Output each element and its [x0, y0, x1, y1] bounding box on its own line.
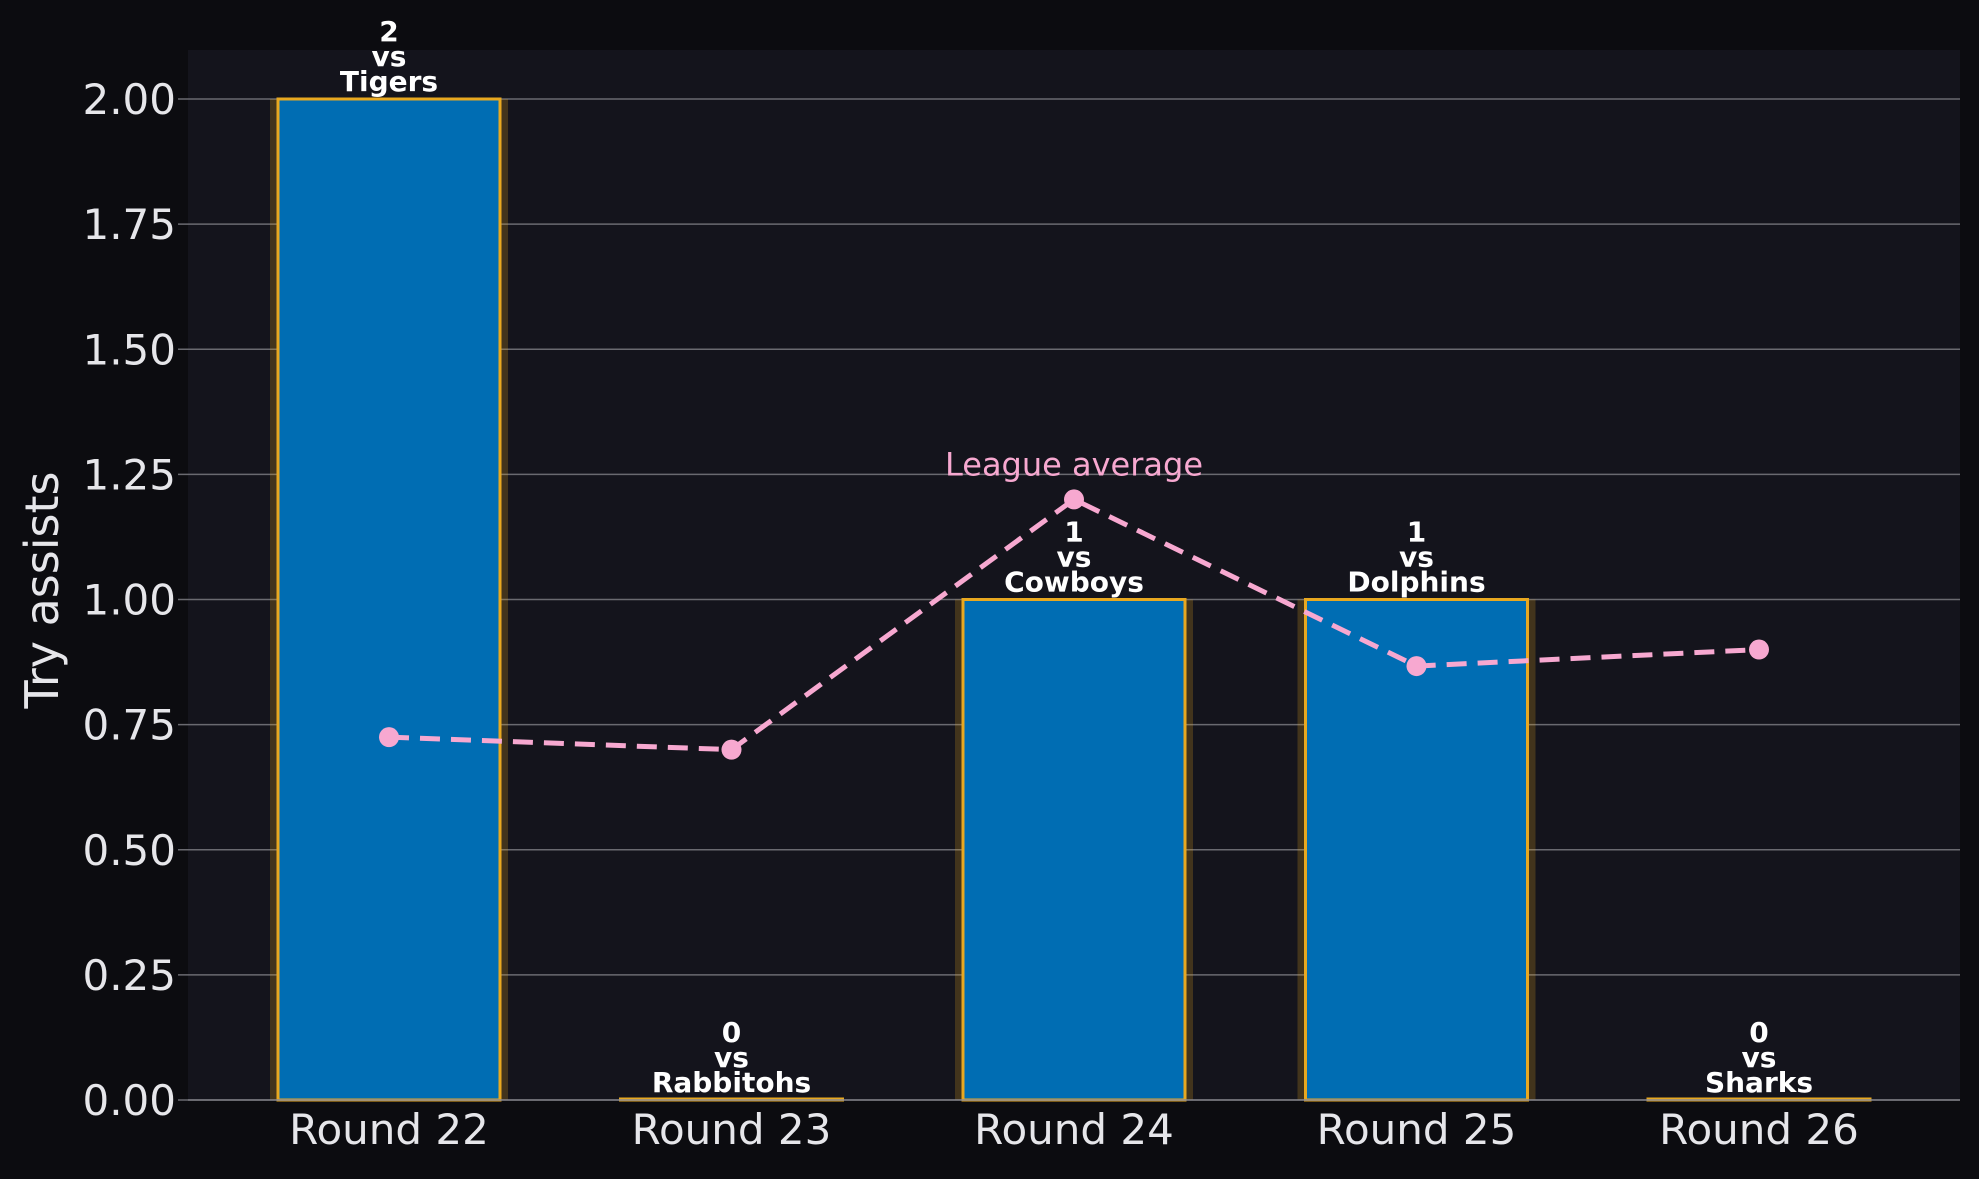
- bar-value-label: 1: [1064, 516, 1083, 549]
- league-average-point: [1406, 656, 1427, 677]
- bar-value-label: Tigers: [340, 65, 438, 98]
- y-tick-label: 1.50: [82, 325, 176, 374]
- bar-value-label: 2: [379, 15, 398, 48]
- y-tick-labels: 0.00 0.25 0.50 0.75 1.00 1.25 1.50 1.75 2.00: [82, 75, 188, 1125]
- x-tick-label: Round 23: [632, 1105, 832, 1154]
- bar-value-label: Sharks: [1705, 1066, 1813, 1099]
- bar-value-label: 1: [1407, 516, 1426, 549]
- bar: [961, 598, 1187, 1102]
- y-tick-label: 0.25: [82, 951, 176, 1000]
- bar-value-label: vs: [714, 1041, 749, 1074]
- x-tick-labels: Round 22 Round 23 Round 24 Round 25 Round 26: [289, 1105, 1859, 1154]
- y-axis-title: Try assists: [15, 472, 69, 710]
- bar: [1304, 598, 1529, 1102]
- league-average-point: [379, 727, 399, 748]
- y-tick-label: 0.75: [82, 701, 176, 750]
- bar: [276, 97, 502, 1102]
- x-tick-label: Round 26: [1659, 1105, 1859, 1154]
- bars: [270, 97, 1872, 1102]
- league-average-path: [388, 496, 1760, 753]
- league-average-point: [1749, 639, 1769, 660]
- bar-value-label: vs: [372, 40, 407, 73]
- league-average-point: [721, 739, 742, 760]
- bar-value-label: vs: [1057, 541, 1092, 574]
- league-average-line: [379, 489, 1769, 760]
- x-tick-label: Round 22: [289, 1105, 489, 1154]
- bar-value-label: 0: [722, 1016, 741, 1049]
- y-tick-label: 2.00: [82, 75, 176, 124]
- bar-value-label: 0: [1749, 1016, 1768, 1049]
- y-tick-label: 1.25: [82, 450, 176, 499]
- bar-value-label: Cowboys: [1004, 566, 1144, 599]
- y-tick-label: 0.50: [82, 826, 176, 875]
- bar-value-label: vs: [1742, 1041, 1777, 1074]
- bar-value-label: Dolphins: [1347, 566, 1485, 599]
- bar-value-label: vs: [1399, 541, 1434, 574]
- bar-value-label: Rabbitohs: [652, 1066, 811, 1099]
- x-tick-label: Round 24: [974, 1105, 1174, 1154]
- y-tick-label: 0.00: [82, 1076, 176, 1125]
- league-average-annotation: League average: [945, 445, 1203, 483]
- x-tick-label: Round 25: [1317, 1105, 1517, 1154]
- league-average-point: [1064, 489, 1084, 510]
- y-tick-label: 1.00: [82, 576, 176, 625]
- y-tick-label: 1.75: [82, 200, 176, 249]
- bar-labels: 2vsTigers0vsRabbitohs1vsCowboys1vsDolphi…: [340, 15, 1813, 1099]
